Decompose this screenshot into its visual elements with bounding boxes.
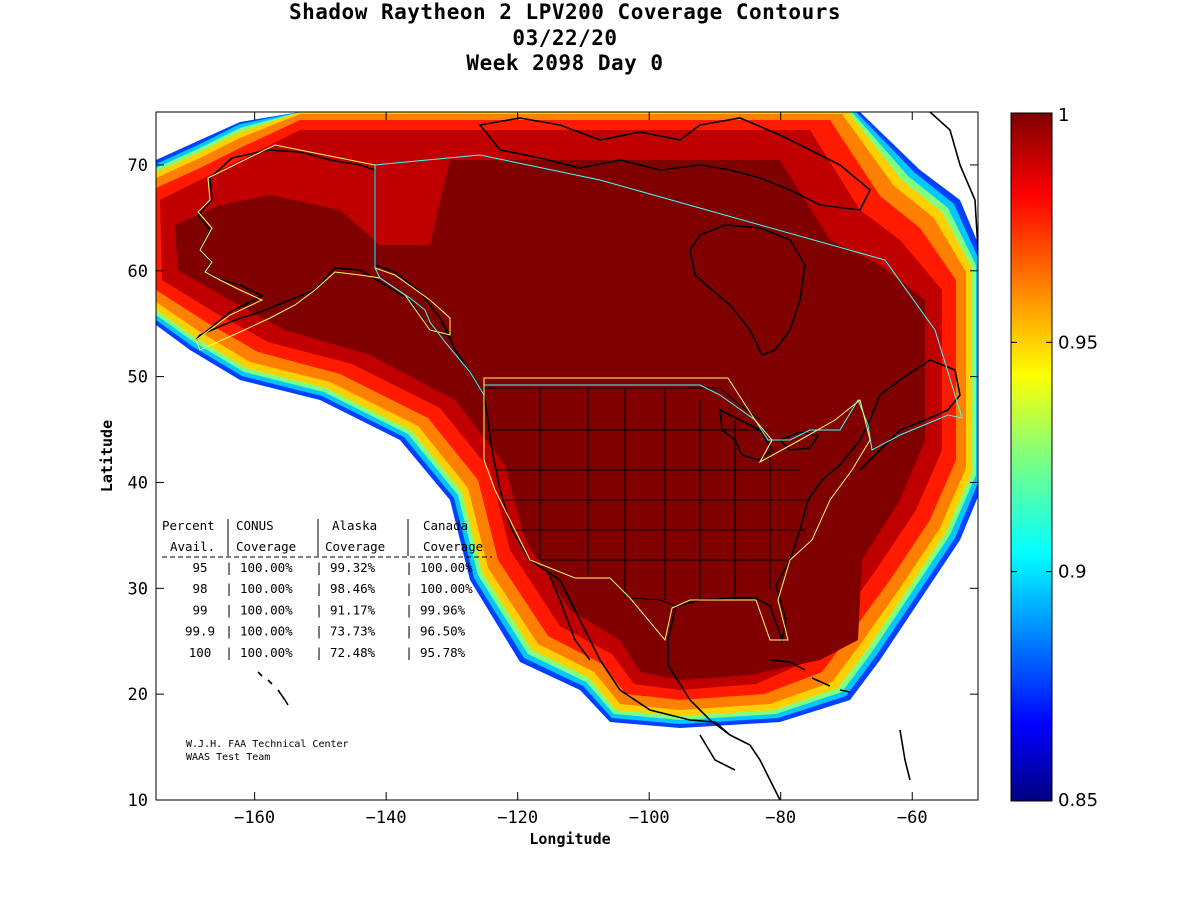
greenland-coast — [929, 112, 978, 251]
table-subheader-canada: Coverage — [423, 539, 483, 554]
colorbar-ticks: 1 0.95 0.9 0.85 — [1011, 105, 1098, 811]
table-subheader-avail: Avail. — [170, 539, 215, 554]
table-cell-separator: | — [405, 624, 413, 639]
table-header-conus: CONUS — [236, 518, 274, 533]
table-cell-separator: | — [225, 602, 233, 617]
table-header-alaska: Alaska — [332, 518, 377, 533]
contour-core-full-coverage — [175, 160, 925, 680]
y-axis-label: Latitude — [98, 420, 116, 492]
table-cell-separator: | — [405, 602, 413, 617]
x-tick-label: −120 — [497, 808, 538, 828]
canada-region-outline — [374, 154, 963, 451]
table-cell: 99 — [192, 602, 207, 617]
table-cell: 95.78% — [420, 645, 466, 660]
coverage-regions — [195, 144, 963, 642]
alaska-region-outline — [195, 144, 451, 351]
table-cell-separator: | — [315, 581, 323, 596]
y-tick-label: 20 — [128, 685, 148, 705]
table-cell-separator: | — [225, 560, 233, 575]
table-cell: 100 — [189, 645, 212, 660]
colorbar-label: 0.85 — [1058, 790, 1098, 811]
x-tick-label: −140 — [366, 808, 407, 828]
table-cell: 99.9 — [185, 624, 215, 639]
great-lakes — [719, 408, 820, 461]
credit-line-1: W.J.H. FAA Technical Center — [186, 739, 349, 750]
table-cell: 100.00% — [240, 602, 293, 617]
table-cell: 100.00% — [240, 560, 293, 575]
table-cell: 98 — [192, 581, 207, 596]
coverage-table: Percent CONUS Alaska Canada Avail. Cover… — [162, 518, 492, 660]
x-axis-ticks: −160 −140 −120 −100 −80 −60 — [234, 112, 928, 828]
y-tick-label: 40 — [128, 473, 148, 493]
conus-region-outline — [483, 377, 871, 642]
hudson-bay-coastline — [689, 224, 806, 357]
map-week-day: Week 2098 Day 0 — [466, 51, 664, 75]
map-date: 03/22/20 — [512, 26, 618, 50]
table-cell-separator: | — [225, 581, 233, 596]
table-subheader-alaska: Coverage — [325, 539, 385, 554]
map-title: Shadow Raytheon 2 LPV200 Coverage Contou… — [288, 0, 841, 24]
table-header-canada: Canada — [423, 518, 468, 533]
table-cell-separator: | — [405, 645, 413, 660]
table-subheader-conus: Coverage — [236, 539, 296, 554]
colorbar-label: 0.95 — [1058, 332, 1098, 353]
x-tick-label: −80 — [765, 808, 796, 828]
table-cell: 100.00% — [420, 560, 473, 575]
hawaii-islands — [257, 671, 289, 706]
x-axis-label: Longitude — [529, 830, 610, 848]
table-cell: 100.00% — [420, 581, 473, 596]
arctic-islands — [478, 117, 871, 211]
table-cell: 99.96% — [420, 602, 466, 617]
table-separators — [162, 519, 492, 558]
colorbar-label: 0.9 — [1058, 562, 1087, 583]
table-cell-separator: | — [405, 581, 413, 596]
table-cell: 99.32% — [330, 560, 376, 575]
table-cell: 91.17% — [330, 602, 376, 617]
y-tick-label: 50 — [128, 368, 148, 388]
axes-frame — [155, 111, 979, 801]
table-rows: 95 100.00% 99.32% 100.00% | | | 98 100.00% 98.46%… — [185, 560, 473, 660]
coverage-contours — [156, 112, 978, 728]
x-tick-label: −100 — [629, 808, 670, 828]
table-cell-separator: | — [225, 645, 233, 660]
table-cell: 100.00% — [240, 645, 293, 660]
state-grid — [492, 388, 810, 600]
table-cell: 73.73% — [330, 624, 376, 639]
caribbean-islands — [769, 659, 911, 781]
y-tick-label: 60 — [128, 262, 148, 282]
x-tick-label: −60 — [897, 808, 928, 828]
table-cell: 96.50% — [420, 624, 466, 639]
central-america-coast — [699, 734, 781, 800]
table-header-percent: Percent — [162, 518, 215, 533]
credit-line-2: WAAS Test Team — [186, 752, 270, 763]
usa-west-coastline — [483, 394, 591, 661]
table-cell-separator: | — [315, 624, 323, 639]
table-cell-separator: | — [315, 645, 323, 660]
table-cell-separator: | — [315, 560, 323, 575]
table-cell: 95 — [192, 560, 207, 575]
x-tick-label: −160 — [234, 808, 275, 828]
mexico-coastline — [547, 571, 731, 736]
table-cell: 100.00% — [240, 624, 293, 639]
colorbar — [1010, 112, 1053, 802]
table-cell-separator: | — [405, 560, 413, 575]
colorbar-label: 1 — [1058, 105, 1069, 126]
y-tick-label: 10 — [128, 791, 148, 811]
table-cell: 72.48% — [330, 645, 376, 660]
atlantic-coastline — [799, 359, 961, 531]
y-tick-label: 30 — [128, 579, 148, 599]
table-cell: 98.46% — [330, 581, 376, 596]
table-cell-separator: | — [225, 624, 233, 639]
table-cell-separator: | — [315, 602, 323, 617]
y-tick-label: 70 — [128, 156, 148, 176]
y-axis-ticks: 10 20 30 40 50 60 70 — [128, 156, 978, 811]
table-cell: 100.00% — [240, 581, 293, 596]
